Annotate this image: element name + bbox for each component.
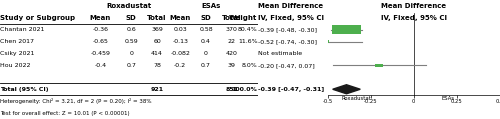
Text: 80.4%: 80.4% (238, 27, 258, 32)
Polygon shape (332, 85, 360, 94)
Text: Mean Difference: Mean Difference (381, 3, 446, 9)
Text: IV, Fixed, 95% CI: IV, Fixed, 95% CI (258, 15, 324, 21)
Text: -0.20 [-0.47, 0.07]: -0.20 [-0.47, 0.07] (258, 63, 314, 68)
Text: -0.65: -0.65 (92, 39, 108, 44)
Text: 0.6: 0.6 (126, 27, 136, 32)
Text: Roxadustat: Roxadustat (106, 3, 152, 9)
Text: -0.082: -0.082 (170, 51, 190, 56)
Text: Total: Total (148, 15, 167, 21)
Text: Mean: Mean (170, 15, 191, 21)
Text: Not estimable: Not estimable (258, 51, 302, 56)
Text: SD: SD (126, 15, 136, 21)
Text: 369: 369 (151, 27, 163, 32)
Text: 0: 0 (130, 51, 134, 56)
Text: Chen 2017: Chen 2017 (0, 39, 34, 44)
Text: 414: 414 (151, 51, 163, 56)
Bar (332, 25, 361, 34)
Text: -0.459: -0.459 (90, 51, 110, 56)
Text: Study or Subgroup: Study or Subgroup (0, 15, 75, 21)
Text: Total: Total (222, 15, 242, 21)
Text: 60: 60 (153, 39, 161, 44)
Text: Mean Difference: Mean Difference (258, 3, 322, 9)
Text: Test for overall effect: Z = 10.01 (P < 0.00001): Test for overall effect: Z = 10.01 (P < … (0, 111, 130, 116)
Text: 0.59: 0.59 (124, 39, 138, 44)
Text: Mean: Mean (90, 15, 111, 21)
Text: ESAs: ESAs (202, 3, 221, 9)
Text: -0.13: -0.13 (172, 39, 188, 44)
Text: 8.0%: 8.0% (242, 63, 258, 68)
Text: 78: 78 (153, 63, 161, 68)
Text: -0.39 [-0.47, -0.31]: -0.39 [-0.47, -0.31] (258, 87, 324, 92)
Text: Heterogeneity: Chi² = 3.21, df = 2 (P = 0.20); I² = 38%: Heterogeneity: Chi² = 3.21, df = 2 (P = … (0, 98, 152, 104)
Text: 0.58: 0.58 (199, 27, 213, 32)
Text: -0.36: -0.36 (92, 27, 108, 32)
Text: -0.2: -0.2 (174, 63, 186, 68)
Text: Csiky 2021: Csiky 2021 (0, 51, 34, 56)
Text: 851: 851 (225, 87, 238, 92)
Text: Total (95% CI): Total (95% CI) (0, 87, 48, 92)
Bar (320, 40, 329, 43)
Text: SD: SD (200, 15, 211, 21)
Text: 22: 22 (228, 39, 236, 44)
Text: Hou 2022: Hou 2022 (0, 63, 30, 68)
Text: Chantan 2021: Chantan 2021 (0, 27, 44, 32)
Text: Roxadustat: Roxadustat (342, 96, 372, 101)
Text: 0.7: 0.7 (126, 63, 136, 68)
Text: IV, Fixed, 95% CI: IV, Fixed, 95% CI (381, 15, 447, 21)
Text: -0.4: -0.4 (94, 63, 106, 68)
Text: 370: 370 (226, 27, 237, 32)
Text: 0: 0 (204, 51, 208, 56)
Bar (375, 64, 384, 67)
Text: ESAs: ESAs (442, 96, 455, 101)
Text: -0.39 [-0.48, -0.30]: -0.39 [-0.48, -0.30] (258, 27, 316, 32)
Text: Weight: Weight (229, 15, 258, 21)
Text: 921: 921 (150, 87, 164, 92)
Text: 0.4: 0.4 (201, 39, 211, 44)
Text: -0.52 [-0.74, -0.30]: -0.52 [-0.74, -0.30] (258, 39, 316, 44)
Text: 39: 39 (228, 63, 236, 68)
Text: 0.03: 0.03 (174, 27, 187, 32)
Text: 100.0%: 100.0% (232, 87, 258, 92)
Text: 0.7: 0.7 (201, 63, 211, 68)
Text: 420: 420 (226, 51, 237, 56)
Text: 11.6%: 11.6% (238, 39, 258, 44)
